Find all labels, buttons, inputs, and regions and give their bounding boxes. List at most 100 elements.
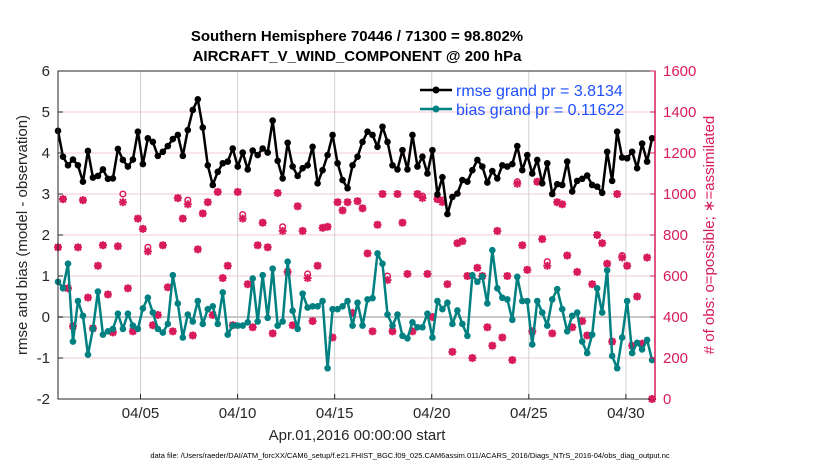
rmse-point [494, 175, 501, 182]
rmse-point [543, 159, 551, 167]
obs-assimilated-point [93, 261, 102, 270]
rmse-point [454, 190, 461, 197]
bias-point [638, 346, 646, 353]
obs-assimilated-point [343, 198, 352, 207]
bias-point [513, 273, 521, 281]
obs-assimilated-point [73, 243, 82, 252]
bias-point [533, 297, 541, 305]
bias-point [104, 328, 112, 335]
y-axis-label: rmse and bias (model - observation) [14, 115, 31, 355]
rmse-point [628, 148, 636, 156]
bias-point [59, 285, 67, 292]
bias-point [74, 297, 82, 305]
rmse-point [593, 183, 601, 190]
rmse-point [533, 156, 541, 164]
rmse-point [109, 175, 117, 182]
rmse-point [264, 149, 271, 156]
rmse-point [84, 147, 92, 155]
obs-assimilated-point [323, 222, 332, 231]
obs-assimilated-point [593, 231, 602, 239]
rmse-point [479, 163, 486, 170]
rmse-point [394, 166, 401, 173]
obs-assimilated-point [173, 194, 182, 203]
bias-point [643, 336, 651, 344]
rmse-point [179, 152, 187, 160]
rmse-point [588, 181, 596, 189]
obs-assimilated-point [483, 323, 492, 332]
obs-assimilated-point [403, 269, 412, 278]
bias-point [159, 329, 167, 336]
rmse-point [623, 155, 631, 162]
rmse-point [553, 180, 561, 188]
bias-point [214, 320, 222, 328]
bias-point [523, 297, 531, 305]
obs-assimilated-point [198, 209, 207, 218]
bias-point [379, 260, 386, 268]
rmse-point [304, 162, 311, 169]
bias-point [618, 334, 626, 341]
rmse-point [354, 153, 361, 160]
bias-point [319, 297, 326, 305]
bias-point [518, 297, 526, 305]
rmse-point [504, 163, 511, 170]
rmse-point [59, 153, 67, 160]
bias-point [578, 338, 586, 345]
rmse-point [523, 151, 531, 159]
obs-assimilated-point [378, 190, 387, 198]
bias-point [474, 278, 481, 286]
bias-point [134, 325, 142, 333]
rmse-point [269, 117, 276, 124]
obs-assimilated-point [223, 261, 232, 270]
obs-assimilated-point [458, 237, 467, 246]
obs-assimilated-point [388, 327, 397, 336]
rmse-point [618, 154, 626, 161]
obs-possible-point [119, 190, 127, 198]
bias-point [239, 322, 247, 329]
obs-assimilated-point [248, 323, 257, 332]
obs-assimilated-point [358, 204, 367, 213]
bias-point [284, 258, 291, 265]
obs-assimilated-point [83, 293, 92, 302]
rmse-point [169, 135, 177, 143]
rmse-point [409, 131, 416, 139]
bias-point [419, 323, 426, 331]
obs-assimilated-point [543, 261, 552, 270]
obs-assimilated-point [238, 214, 247, 223]
rmse-point [79, 178, 87, 185]
obs-assimilated-point [308, 317, 317, 326]
obs-assimilated-point [268, 329, 277, 338]
y-tick-label: 1 [42, 268, 50, 285]
rmse-point [74, 162, 82, 169]
obs-assimilated-point [98, 241, 107, 250]
obs-assimilated-point [188, 331, 197, 340]
rmse-point [399, 146, 406, 154]
obs-assimilated-point [78, 196, 87, 205]
rmse-point [259, 145, 266, 152]
x-tick-label: 04/05 [122, 405, 160, 422]
obs-assimilated-point [618, 253, 627, 262]
bias-point [129, 322, 137, 329]
obs-assimilated-point [513, 179, 522, 188]
rmse-point [129, 156, 137, 163]
rmse-point [309, 143, 316, 151]
bias-point [259, 271, 266, 279]
rmse-point [159, 148, 167, 156]
bias-point [144, 294, 152, 302]
x-tick-label: 04/20 [413, 405, 451, 422]
rmse-point [429, 146, 436, 154]
bias-point [469, 271, 476, 279]
rmse-point [289, 163, 296, 170]
rmse-point [484, 179, 491, 186]
bias-point [568, 312, 576, 320]
data-file-footer: data file: /Users/raeder/DAI/ATM_forcXX/… [150, 451, 670, 460]
rmse-point [573, 177, 581, 185]
rmse-point [603, 148, 611, 156]
bias-point [504, 296, 511, 303]
rmse-point [563, 158, 571, 165]
rmse-point [334, 159, 341, 167]
obs-assimilated-point [123, 284, 132, 293]
obs-assimilated-point [573, 267, 582, 276]
obs-assimilated-point [278, 226, 287, 235]
rmse-point [369, 131, 376, 139]
